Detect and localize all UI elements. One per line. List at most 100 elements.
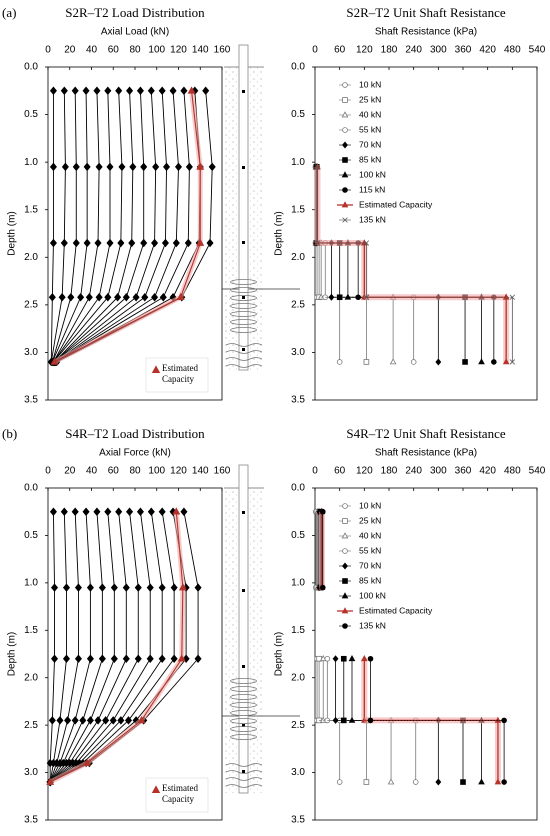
- marker: [342, 623, 348, 629]
- y-tick-label: 3.5: [24, 815, 38, 826]
- marker: [67, 293, 75, 302]
- y-tick-label: 0.0: [24, 483, 38, 494]
- marker: [93, 507, 101, 516]
- chart-title: S2R–T2 Unit Shaft Resistance: [346, 5, 505, 20]
- marker: [342, 548, 348, 554]
- marker: [324, 655, 331, 662]
- legend-label: 135 kN: [359, 214, 386, 224]
- marker: [174, 162, 183, 172]
- marker: [170, 583, 178, 592]
- marker: [502, 358, 510, 365]
- pile-diagram: [222, 464, 300, 794]
- marker: [146, 583, 154, 592]
- marker: [83, 162, 91, 172]
- marker: [163, 162, 171, 172]
- y-axis-label: Depth (m): [7, 211, 18, 255]
- marker: [342, 157, 348, 163]
- x-tick-label: 480: [504, 466, 521, 477]
- load-curve: [50, 90, 54, 362]
- y-tick-label: 3.5: [291, 395, 305, 406]
- x-tick-label: 420: [479, 45, 496, 56]
- x-tick-label: 80: [129, 45, 141, 56]
- marker: [363, 240, 370, 246]
- marker: [341, 592, 349, 599]
- marker: [344, 293, 352, 300]
- y-tick-label: 1.0: [291, 157, 305, 168]
- y-tick-label: 0.5: [291, 530, 305, 541]
- marker: [341, 607, 349, 614]
- marker: [320, 508, 326, 515]
- x-tick-label: 60: [334, 466, 346, 477]
- marker: [94, 238, 102, 248]
- marker: [72, 238, 80, 248]
- marker: [126, 507, 134, 516]
- x-tick-label: 60: [334, 45, 346, 56]
- legend-label: 100 kN: [359, 590, 386, 600]
- marker: [147, 86, 155, 96]
- legend-entry: Estimated Capacity: [162, 783, 198, 804]
- x-tick-label: 120: [170, 45, 187, 56]
- marker: [206, 238, 214, 248]
- marker: [74, 583, 82, 592]
- legend-label: Estimated Capacity: [359, 199, 433, 209]
- marker: [115, 86, 123, 96]
- load-curve: [49, 511, 139, 783]
- marker: [114, 293, 122, 302]
- marker: [202, 86, 210, 96]
- y-tick-label: 0.5: [24, 530, 38, 541]
- marker: [501, 779, 507, 785]
- marker: [122, 583, 130, 592]
- marker: [389, 358, 397, 365]
- legend-label: 115 kN: [359, 184, 385, 194]
- marker: [478, 778, 485, 785]
- y-axis-label: Depth (m): [7, 632, 18, 676]
- x-tick-label: 60: [108, 45, 120, 56]
- marker: [62, 583, 71, 592]
- marker: [94, 716, 102, 725]
- x-axis-label: Shaft Resistance (kPa): [375, 27, 477, 38]
- x-tick-label: 160: [214, 45, 231, 56]
- marker: [134, 583, 142, 592]
- marker: [367, 655, 374, 662]
- x-tick-label: 120: [356, 45, 373, 56]
- x-tick-label: 0: [45, 466, 51, 477]
- marker: [494, 778, 502, 785]
- legend-label: 135 kN: [359, 620, 386, 630]
- marker: [98, 654, 106, 663]
- marker: [435, 778, 442, 786]
- marker: [102, 716, 110, 725]
- marker: [71, 716, 79, 725]
- marker: [85, 293, 93, 302]
- load-curve: [49, 511, 91, 783]
- marker: [64, 716, 72, 725]
- x-tick-label: 180: [381, 466, 398, 477]
- chart-title: S2R–T2 Load Distribution: [65, 5, 205, 20]
- marker: [51, 583, 59, 592]
- y-tick-label: 2.5: [24, 299, 38, 310]
- marker: [71, 86, 79, 96]
- marker: [196, 238, 205, 246]
- x-tick-label: 180: [381, 45, 398, 56]
- x-tick-label: 540: [529, 45, 546, 56]
- x-tick-label: 360: [455, 466, 472, 477]
- load-curve: [49, 511, 103, 783]
- marker: [169, 86, 177, 96]
- x-tick-label: 80: [129, 466, 141, 477]
- x-tick-label: 100: [148, 45, 165, 56]
- marker: [60, 238, 68, 248]
- x-tick-label: 140: [192, 466, 209, 477]
- y-tick-label: 2.0: [291, 672, 305, 683]
- marker: [104, 293, 112, 302]
- marker: [117, 716, 125, 725]
- marker: [98, 583, 106, 592]
- marker: [93, 86, 101, 96]
- y-tick-label: 2.5: [291, 299, 305, 310]
- x-tick-label: 240: [405, 466, 422, 477]
- load-curve: [49, 511, 127, 783]
- marker: [48, 716, 56, 725]
- marker: [122, 654, 130, 663]
- marker: [340, 655, 347, 662]
- marker: [170, 654, 178, 663]
- marker: [132, 293, 140, 302]
- marker: [314, 164, 321, 170]
